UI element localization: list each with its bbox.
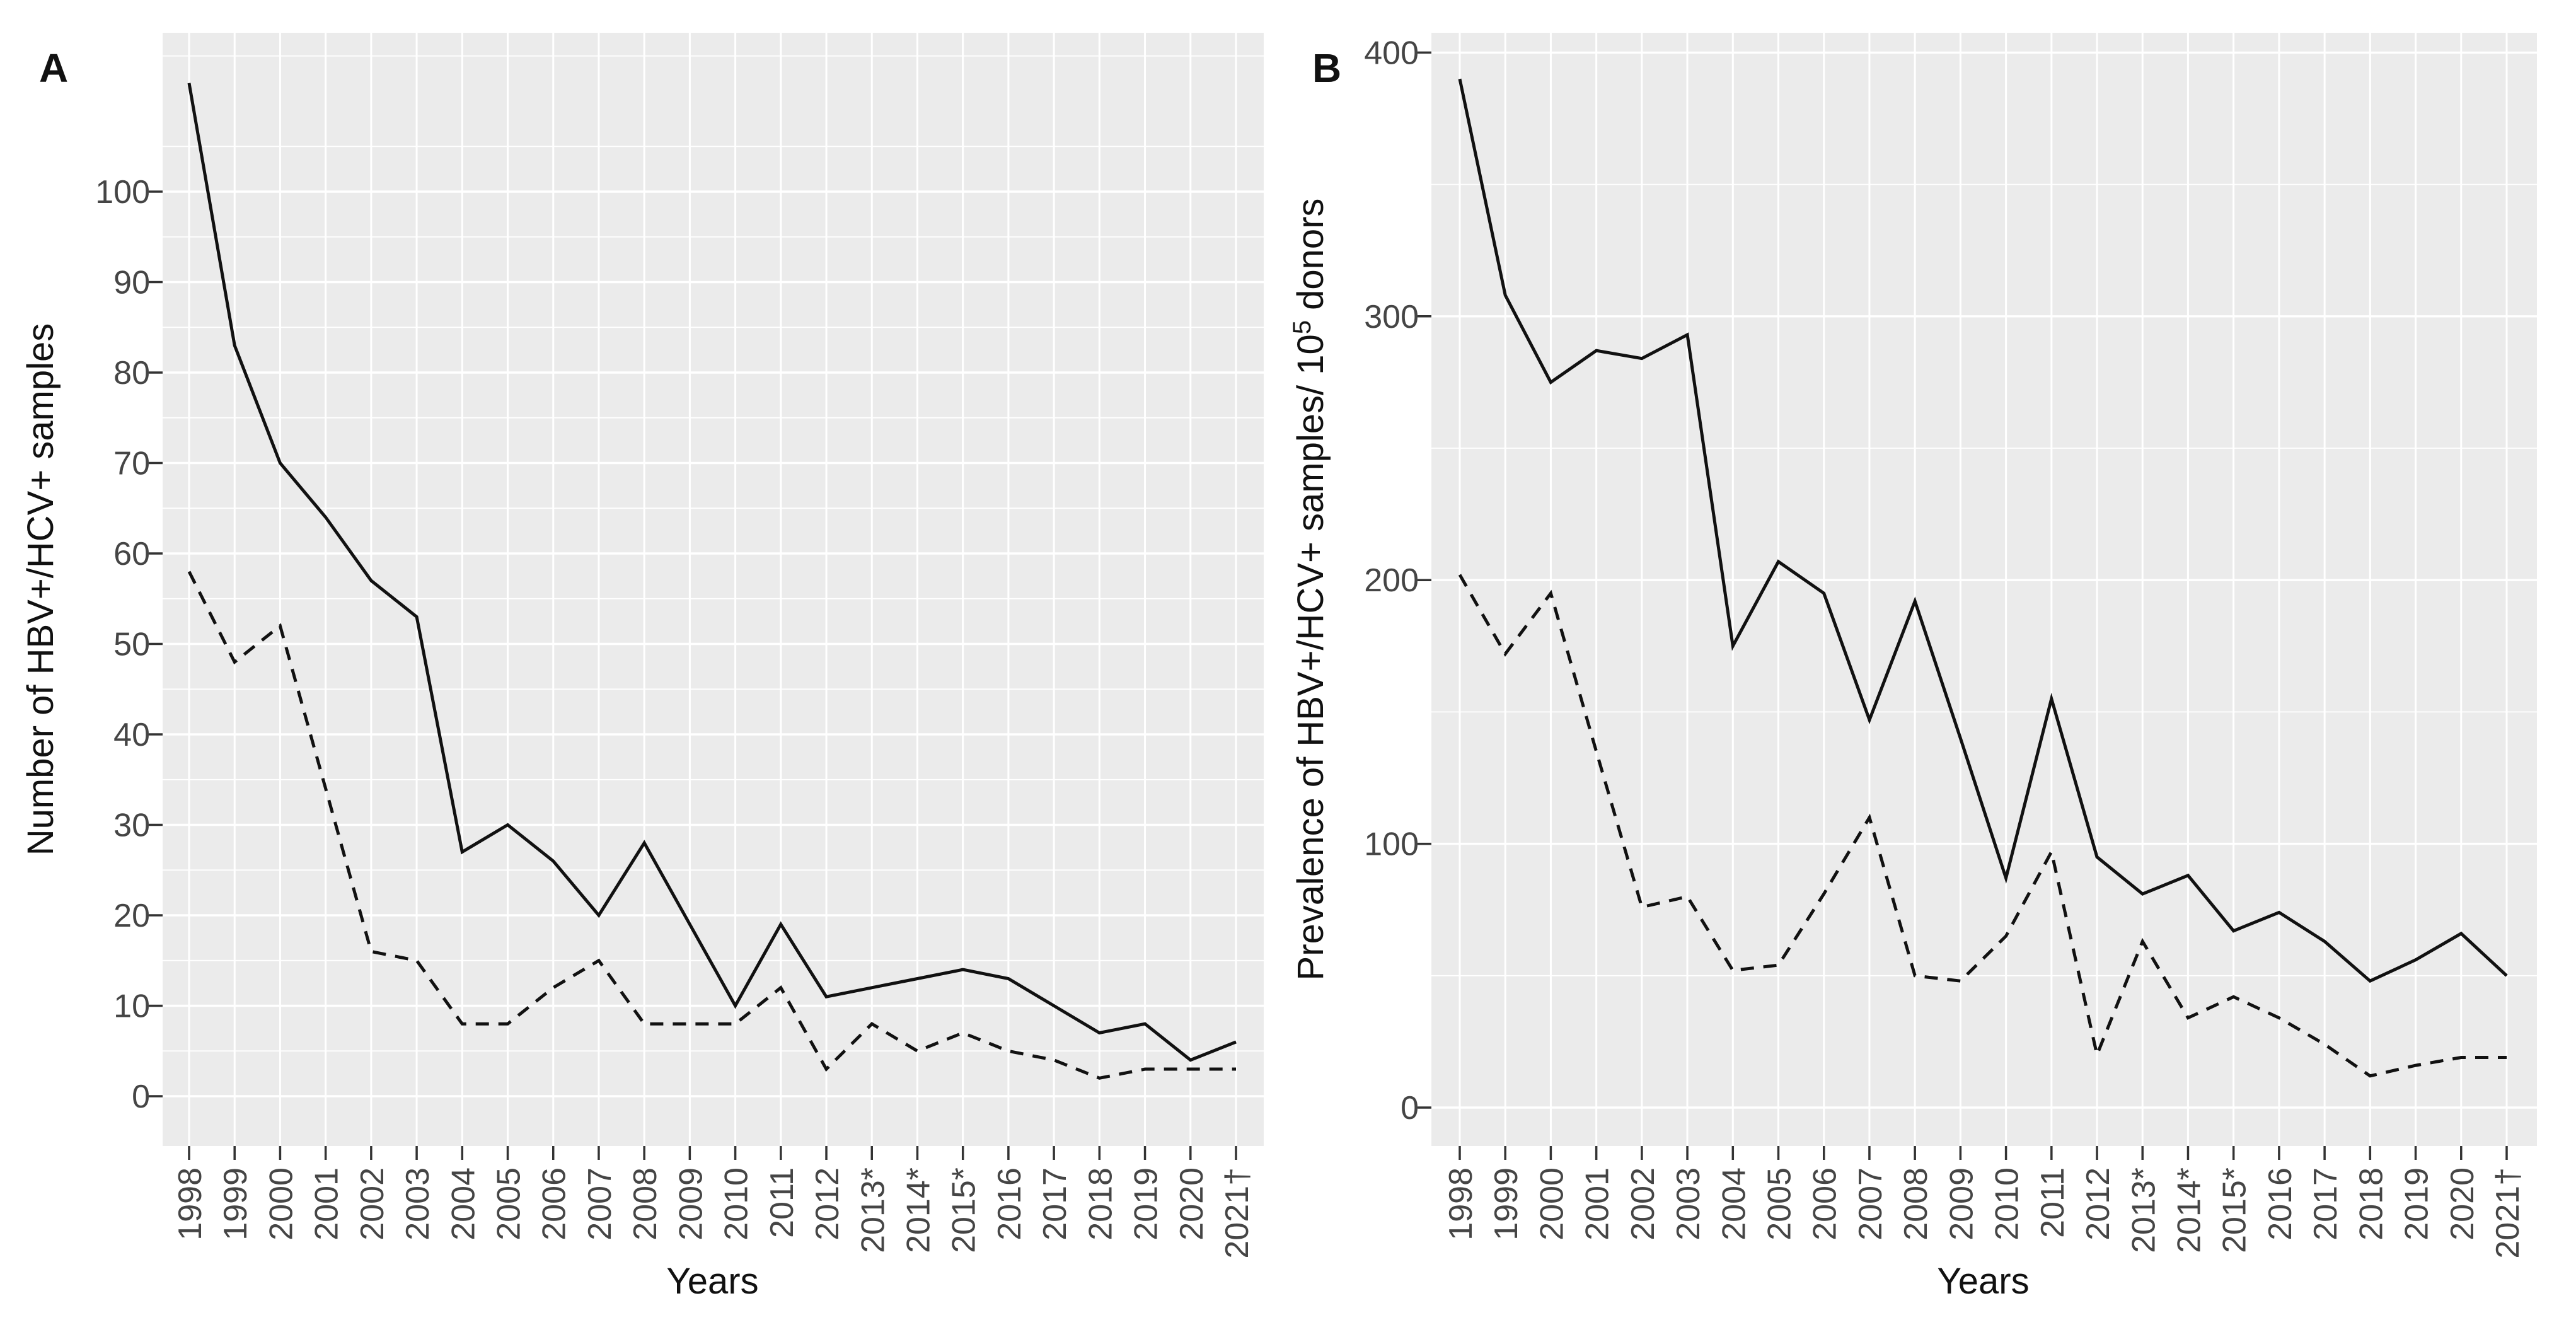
x-tick-label: 2018 bbox=[2353, 1167, 2389, 1241]
x-tick-label: 2002 bbox=[354, 1167, 391, 1241]
x-tick-label: 1999 bbox=[217, 1167, 254, 1241]
y-tick-label: 70 bbox=[113, 446, 150, 482]
x-axis-title-b: Years bbox=[1937, 1261, 2029, 1302]
y-axis-title-a: Number of HBV+/HCV+ samples bbox=[20, 323, 61, 856]
y-tick-label: 50 bbox=[113, 627, 150, 663]
y-major-gridlines bbox=[163, 190, 1264, 1097]
x-tick-label: 2007 bbox=[1852, 1167, 1889, 1241]
x-tick-label: 2003 bbox=[1670, 1167, 1707, 1241]
x-axis-ticks: 1998 1999 2000 2001 2002 2003 2004 2005 2006 2007… bbox=[1443, 1146, 2526, 1259]
x-tick-label: 2008 bbox=[627, 1167, 664, 1241]
x-tick-label: 2017 bbox=[2307, 1167, 2344, 1241]
x-tick-label: 2011 bbox=[2035, 1167, 2071, 1238]
x-tick-label: 2015* bbox=[946, 1167, 983, 1253]
a-dashed-line bbox=[187, 570, 1236, 1080]
y-minor-gridlines bbox=[163, 55, 1264, 1052]
x-tick-label: 2008 bbox=[1898, 1167, 1934, 1241]
b-solid-line bbox=[1458, 78, 2508, 983]
x-tick-label: 2001 bbox=[309, 1167, 345, 1241]
x-axis-title-a: Years bbox=[666, 1261, 758, 1302]
y-tick-label: 40 bbox=[113, 717, 150, 753]
y-tick-label: 0 bbox=[132, 1079, 150, 1115]
y-axis-ticks: 0 10 20 30 40 50 60 70 80 90 100 bbox=[95, 174, 163, 1115]
x-tick-label: 2021† bbox=[2490, 1167, 2526, 1259]
x-tick-label: 2019 bbox=[1128, 1167, 1165, 1241]
panel-letter-b: B bbox=[1312, 45, 1341, 91]
x-tick-label: 2000 bbox=[263, 1167, 299, 1241]
x-tick-label: 2012 bbox=[809, 1167, 846, 1241]
y-minor-gridlines bbox=[1431, 183, 2537, 976]
x-axis-ticks: 1998 1999 2000 2001 2002 2003 2004 2005 2006 2007… bbox=[172, 1146, 1256, 1259]
a-solid-line bbox=[187, 83, 1237, 1062]
x-tick-label: 2020 bbox=[1174, 1167, 1210, 1241]
y-tick-label: 0 bbox=[1401, 1090, 1419, 1126]
x-tick-label: 2010 bbox=[1989, 1167, 2026, 1241]
y-tick-label: 100 bbox=[1364, 826, 1419, 863]
x-tick-label: 2015* bbox=[2217, 1167, 2253, 1253]
y-tick-label: 60 bbox=[113, 536, 150, 572]
x-tick-label: 2001 bbox=[1580, 1167, 1616, 1241]
x-tick-label: 2000 bbox=[1533, 1167, 1570, 1241]
x-tick-label: 2013* bbox=[2125, 1167, 2162, 1253]
y-tick-label: 100 bbox=[95, 174, 150, 211]
x-tick-label: 1998 bbox=[172, 1167, 209, 1241]
x-tick-label: 2014* bbox=[2171, 1167, 2207, 1253]
x-tick-label: 2010 bbox=[719, 1167, 755, 1241]
x-tick-label: 2004 bbox=[445, 1167, 482, 1241]
x-tick-label: 2018 bbox=[1082, 1167, 1119, 1241]
x-tick-label: 2012 bbox=[2080, 1167, 2117, 1241]
x-tick-label: 2002 bbox=[1625, 1167, 1661, 1241]
x-tick-label: 2009 bbox=[673, 1167, 709, 1241]
x-tick-label: 2003 bbox=[400, 1167, 436, 1241]
x-tick-label: 2011 bbox=[764, 1167, 800, 1238]
x-gridlines bbox=[1458, 33, 2508, 1146]
x-tick-label: 2004 bbox=[1716, 1167, 1752, 1241]
x-gridlines bbox=[188, 33, 1237, 1146]
y-tick-label: 20 bbox=[113, 898, 150, 934]
x-tick-label: 2020 bbox=[2444, 1167, 2481, 1241]
x-tick-label: 2017 bbox=[1037, 1167, 1073, 1241]
y-tick-label: 30 bbox=[113, 808, 150, 844]
x-tick-label: 2014* bbox=[900, 1167, 937, 1253]
y-axis-title-b: Prevalence of HBV+/HCV+ samples/ 105 don… bbox=[1288, 199, 1331, 981]
b-dashed-line bbox=[1458, 574, 2507, 1078]
x-tick-label: 1999 bbox=[1488, 1167, 1525, 1241]
y-tick-label: 80 bbox=[113, 355, 150, 391]
x-tick-label: 1998 bbox=[1443, 1167, 1479, 1241]
x-tick-label: 2005 bbox=[1762, 1167, 1798, 1241]
y-tick-label: 200 bbox=[1364, 562, 1419, 599]
x-tick-label: 2016 bbox=[991, 1167, 1028, 1241]
x-tick-label: 2009 bbox=[1943, 1167, 1980, 1241]
panel-letter-a: A bbox=[39, 45, 68, 91]
x-tick-label: 2007 bbox=[582, 1167, 618, 1241]
y-tick-label: 400 bbox=[1364, 35, 1419, 71]
x-tick-label: 2005 bbox=[491, 1167, 528, 1241]
y-tick-label: 300 bbox=[1364, 299, 1419, 335]
x-tick-label: 2021† bbox=[1219, 1167, 1256, 1259]
x-tick-label: 2016 bbox=[2262, 1167, 2299, 1241]
x-tick-label: 2006 bbox=[536, 1167, 573, 1241]
y-tick-label: 10 bbox=[113, 988, 150, 1025]
x-tick-label: 2019 bbox=[2399, 1167, 2435, 1241]
x-tick-label: 2013* bbox=[855, 1167, 891, 1253]
y-tick-label: 90 bbox=[113, 265, 150, 301]
y-axis-ticks: 0 100 200 300 400 bbox=[1364, 35, 1431, 1126]
y-major-gridlines bbox=[1431, 51, 2537, 1109]
plot-area-background bbox=[1431, 33, 2537, 1146]
x-tick-label: 2006 bbox=[1807, 1167, 1844, 1241]
